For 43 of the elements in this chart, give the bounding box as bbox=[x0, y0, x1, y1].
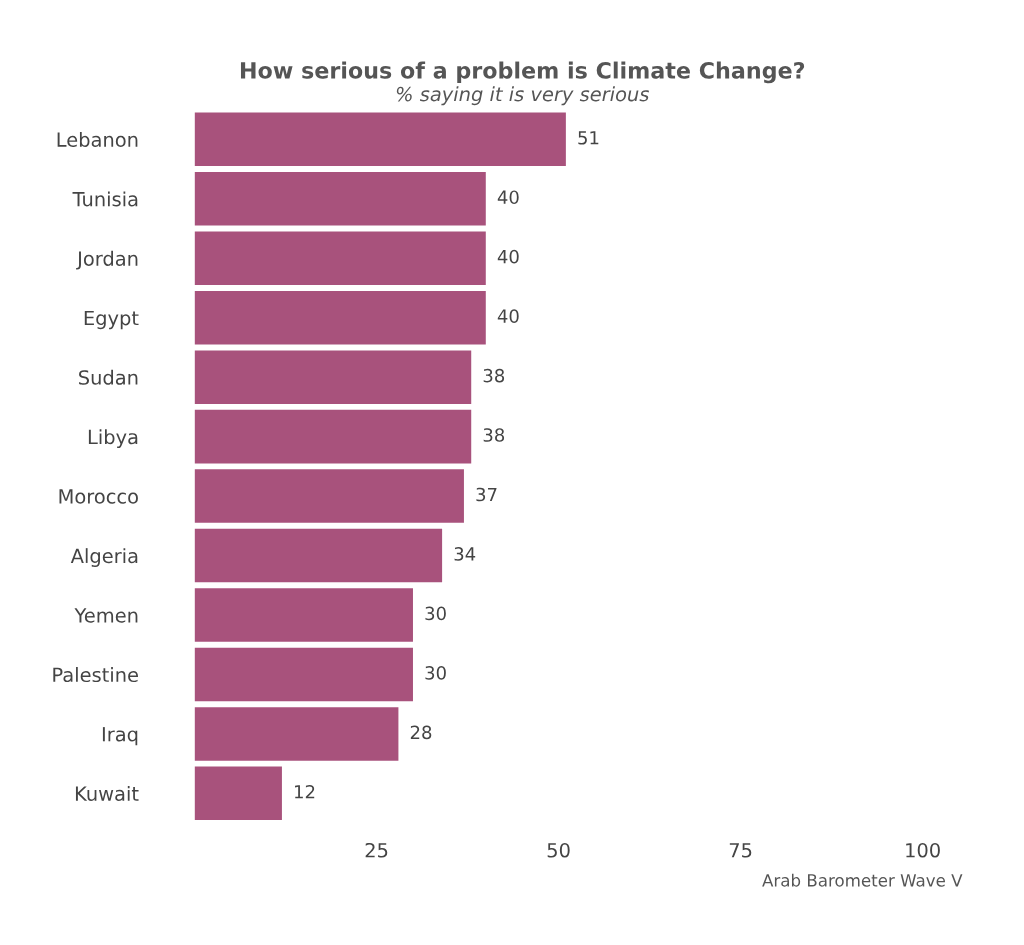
bar bbox=[194, 172, 486, 226]
data-label: 40 bbox=[497, 309, 519, 323]
bar bbox=[194, 588, 413, 642]
data-label: 38 bbox=[483, 428, 505, 442]
y-tick-label: Tunisia bbox=[72, 191, 138, 207]
data-label: 30 bbox=[425, 666, 446, 680]
y-tick-label: Egypt bbox=[84, 310, 139, 330]
bar bbox=[194, 647, 413, 702]
bar bbox=[194, 112, 566, 167]
text: Arab Barometer Wave V bbox=[762, 873, 963, 887]
y-tick-label: Kuwait bbox=[75, 785, 139, 802]
data-label: 28 bbox=[410, 725, 432, 740]
data-label: 51 bbox=[578, 131, 599, 145]
data-label: 37 bbox=[476, 487, 497, 502]
x-tick-label: 50 bbox=[547, 842, 570, 858]
data-label: 12 bbox=[295, 784, 315, 799]
data-label: 30 bbox=[425, 606, 446, 621]
y-tick-label: Palestine bbox=[53, 667, 138, 683]
data-label: 34 bbox=[454, 547, 476, 561]
bar bbox=[194, 528, 443, 583]
bar bbox=[194, 469, 464, 523]
chart-title: How serious of a problem is Climate Change? bbox=[240, 61, 805, 84]
x-tick-label: 25 bbox=[365, 842, 388, 858]
y-tick-label: Jordan bbox=[76, 250, 138, 270]
y-tick-label: Lebanon bbox=[57, 131, 138, 148]
y-tick-label: Sudan bbox=[79, 369, 138, 385]
y-tick-label: Libya bbox=[88, 429, 138, 449]
bar bbox=[194, 290, 486, 345]
data-label: 38 bbox=[483, 368, 505, 383]
x-tick-label: 100 bbox=[906, 842, 940, 858]
bar bbox=[194, 766, 282, 821]
chart-subtitle: % saying it is very serious bbox=[396, 86, 650, 106]
bar bbox=[194, 409, 472, 464]
data-label: 40 bbox=[497, 190, 519, 205]
y-tick-label: Iraq bbox=[102, 727, 138, 746]
bar bbox=[194, 707, 399, 761]
y-tick-label: Algeria bbox=[70, 548, 138, 567]
y-tick-label: Yemen bbox=[74, 608, 138, 623]
bar bbox=[194, 350, 472, 404]
y-tick-label: Morocco bbox=[59, 489, 138, 504]
x-tick-label: 75 bbox=[729, 843, 752, 858]
bar bbox=[194, 231, 486, 286]
data-label: 40 bbox=[497, 249, 519, 264]
